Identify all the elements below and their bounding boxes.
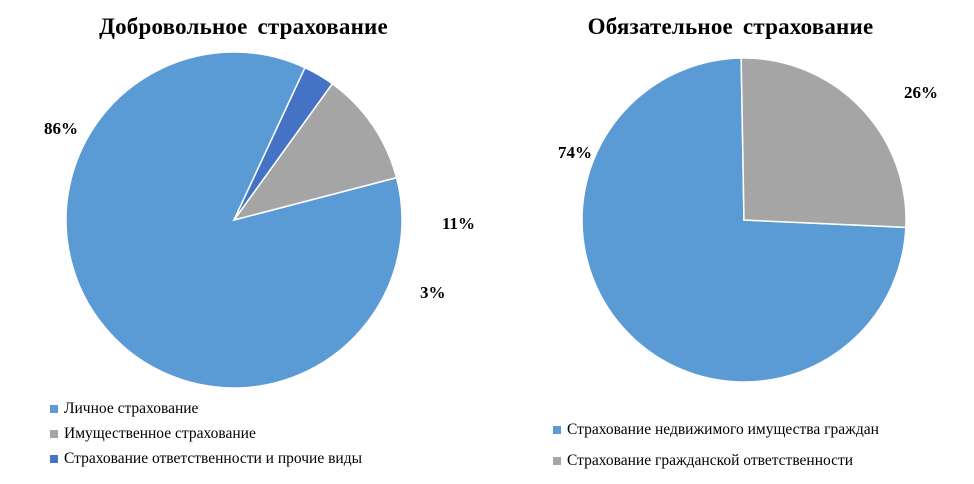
data-label-1: 74% — [558, 143, 592, 162]
mandatory-pie: 74% 26% — [558, 57, 938, 383]
legend-item: Личное страхование — [50, 396, 362, 421]
chart-title: Добровольное страхование — [99, 14, 388, 39]
voluntary-pie: 86% 11% 3% — [44, 51, 475, 389]
data-label-2: 26% — [904, 83, 938, 102]
legend-swatch — [50, 429, 58, 438]
pie-slice-3 — [233, 66, 334, 221]
pie-slice-1 — [65, 51, 403, 389]
data-label-1: 86% — [44, 119, 78, 138]
data-label-2: 11% — [442, 214, 475, 233]
legend-swatch — [553, 456, 561, 465]
legend-label: Страхование ответственности и прочие вид… — [64, 449, 362, 467]
legend-label: Страхование гражданской ответственности — [567, 451, 854, 469]
pie-slice-2 — [740, 57, 907, 229]
legend-label: Личное страхование — [64, 399, 199, 417]
legend-swatch — [553, 425, 561, 434]
mandatory-legend: Страхование недвижимого имущества гражда… — [553, 414, 879, 476]
legend-swatch — [50, 454, 58, 463]
legend-item: Страхование ответственности и прочие вид… — [50, 446, 362, 471]
legend-label: Имущественное страхование — [64, 424, 256, 442]
voluntary-insurance-chart: Добровольное страхование 86% 11% 3% Личное… — [44, 14, 475, 471]
mandatory-insurance-chart: Обязательное страхование 74% 26% Страхова… — [487, 0, 974, 484]
pie-slice-2 — [232, 82, 398, 222]
legend-swatch — [50, 404, 58, 413]
voluntary-legend: Личное страхование Имущественное страхова… — [50, 396, 362, 471]
legend-item: Страхование недвижимого имущества гражда… — [553, 414, 879, 445]
legend-item: Страхование гражданской ответственности — [553, 445, 879, 476]
data-label-3: 3% — [420, 283, 446, 302]
legend-item: Имущественное страхование — [50, 421, 362, 446]
legend-label: Страхование недвижимого имущества гражда… — [567, 420, 879, 438]
chart-title: Обязательное страхование — [587, 14, 874, 39]
